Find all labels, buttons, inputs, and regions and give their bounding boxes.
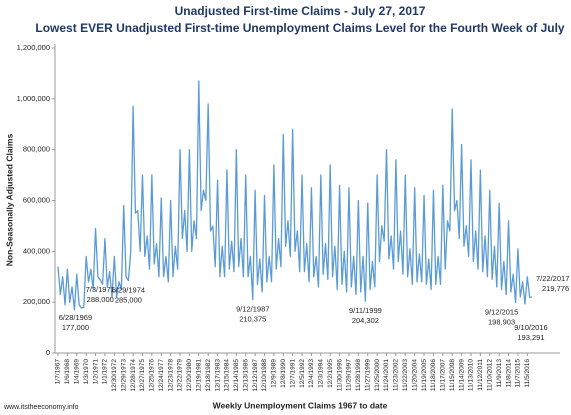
x-tick-label: 11/18/2006: [430, 359, 437, 391]
annotation-date: 9/10/2016: [514, 323, 547, 332]
x-tick-label: 11/7/2015: [515, 359, 522, 388]
x-tick-label: 12/10/1988: [261, 359, 268, 392]
annotation-value: 285,000: [115, 296, 142, 305]
x-tick-label: 1/1/1972: [102, 359, 109, 385]
footer: www.itstheeconomy.info: [3, 404, 79, 411]
x-tick-label: 12/15/1984: [224, 359, 231, 392]
x-tick-label: 12/9/1989: [271, 359, 278, 388]
x-tick-label: 11/10/2012: [486, 359, 493, 391]
annotation-date: 6/29/1974: [112, 286, 145, 295]
x-tick-label: 11/9/2013: [496, 359, 503, 388]
x-tick-label: 12/17/1983: [214, 359, 221, 392]
x-tick-label: 12/20/1980: [186, 359, 193, 392]
annotation-date: 9/11/1999: [349, 306, 382, 315]
annotation-value: 177,000: [62, 323, 89, 332]
x-tick-label: 11/5/2016: [524, 359, 531, 388]
y-tick-label: 800,000: [23, 145, 50, 154]
x-tick-label: 12/22/1979: [177, 359, 184, 392]
y-tick-label: 200,000: [23, 297, 50, 306]
x-tick-label: 11/17/2007: [440, 359, 447, 391]
x-tick-label: 12/7/1991: [289, 359, 296, 388]
x-tick-label: 11/28/1998: [355, 359, 362, 391]
y-tick-label: 400,000: [23, 246, 50, 255]
x-axis-title: Weekly Unemployment Claims 1967 to date: [213, 400, 388, 410]
annotation-value: 219,776: [542, 284, 569, 293]
y-tick-label: 0: [46, 348, 50, 357]
x-tick-label: 12/19/1981: [196, 359, 203, 392]
x-tick-label: 12/30/1972: [111, 359, 118, 392]
x-tick-label: 12/23/1978: [167, 359, 174, 392]
x-tick-label: 11/12/2011: [477, 359, 484, 391]
chart-subtitle: Lowest EVER Unadjusted First-time Unempl…: [35, 21, 565, 35]
y-tick-label: 1,000,000: [17, 94, 50, 103]
x-tick-label: 11/19/2005: [421, 359, 428, 391]
annotation-value: 288,000: [87, 295, 114, 304]
x-tick-label: 12/2/1995: [327, 359, 334, 388]
x-tick-label: 11/29/1997: [346, 359, 353, 391]
annotation-value: 193,291: [517, 333, 544, 342]
y-axis-title: Non-Seasonally Adjusted Claims: [4, 134, 14, 267]
annotation-date: 7/22/2017: [536, 274, 569, 283]
x-tick-label: 11/23/2002: [393, 359, 400, 391]
x-tick-label: 1/2/1971: [92, 359, 99, 385]
line-series: [57, 80, 533, 311]
x-tick-label: 12/28/1974: [130, 359, 137, 392]
x-tick-label: 1/4/1969: [73, 359, 80, 385]
x-tick-label: 12/13/1986: [242, 359, 249, 392]
x-tick-label: 12/4/1993: [308, 359, 315, 388]
y-tick-label: 1,200,000: [17, 43, 50, 52]
x-tick-label: 11/8/2014: [505, 359, 512, 388]
x-tick-label: 11/22/2003: [402, 359, 409, 391]
x-tick-label: 12/5/1992: [299, 359, 306, 388]
x-tick-label: 11/13/2010: [468, 359, 475, 391]
x-tick-label: 11/27/1999: [364, 359, 371, 391]
x-tick-label: 12/8/1990: [280, 359, 287, 388]
annotation-date: 6/28/1969: [59, 313, 92, 322]
x-tick-label: 12/3/1994: [318, 359, 325, 388]
annotation-date: 7/3/1971: [86, 285, 115, 294]
x-tick-label: 11/25/2000: [374, 359, 381, 391]
x-tick-label: 12/24/1977: [158, 359, 165, 392]
y-tick-label: 600,000: [23, 195, 50, 204]
x-tick-label: 11/20/2004: [411, 359, 418, 391]
x-tick-label: 11/30/1996: [336, 359, 343, 391]
x-tick-label: 1/6/1968: [64, 359, 71, 385]
x-tick-label: 12/14/1985: [233, 359, 240, 392]
x-tick-label: 11/15/2008: [449, 359, 456, 391]
x-tick-label: 1/7/1967: [55, 359, 62, 385]
x-tick-label: 12/18/1982: [205, 359, 212, 392]
x-tick-label: 12/27/1975: [139, 359, 146, 392]
x-tick-label: 12/29/1973: [120, 359, 127, 392]
annotation-date: 9/12/1987: [236, 305, 269, 314]
x-tick-label: 11/14/2009: [458, 359, 465, 391]
x-tick-label: 12/25/1976: [149, 359, 156, 392]
annotation-value: 204,302: [352, 316, 379, 325]
annotation-value: 210,375: [239, 315, 266, 324]
x-tick-label: 11/24/2001: [383, 359, 390, 391]
annotation-value: 198,903: [488, 317, 515, 326]
chart-title: Unadjusted First-time Claims - July 27, …: [175, 4, 426, 18]
annotation-date: 9/12/2015: [485, 307, 518, 316]
x-tick-label: 12/12/1987: [252, 359, 259, 392]
x-tick-label: 1/3/1970: [83, 359, 90, 385]
